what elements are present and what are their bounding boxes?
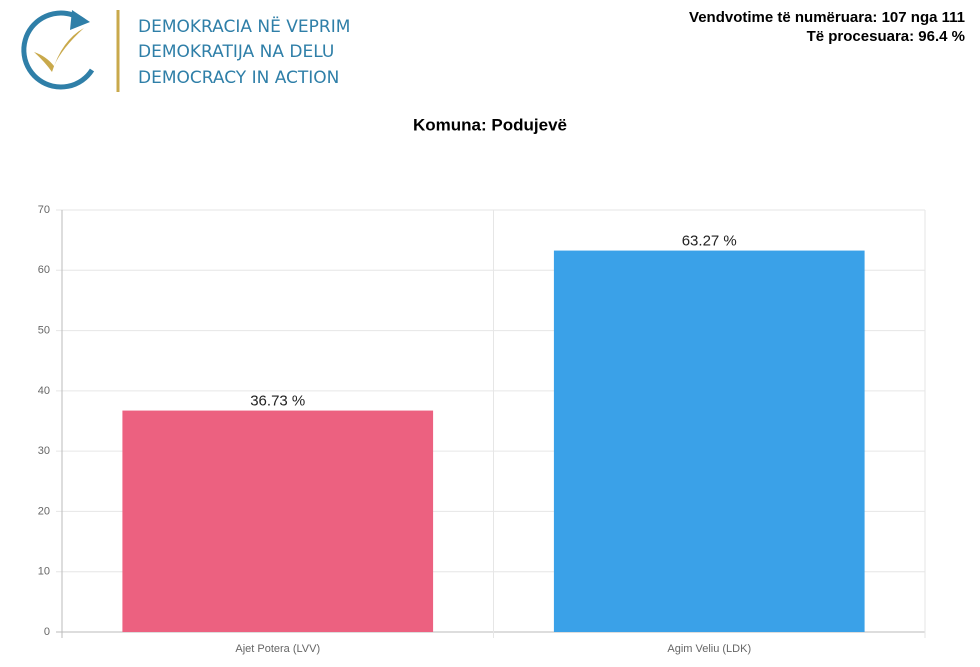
y-tick-label: 0 [44, 626, 50, 638]
value-label: 63.27 % [682, 233, 737, 250]
x-tick-label: Ajet Potera (LVV) [235, 643, 320, 655]
bar [553, 250, 865, 633]
logo-icon [21, 10, 95, 90]
stat-text: Të procesuara: 96.4 % [807, 28, 965, 45]
stat-text: Vendvotime të numëruara: 107 nga 111 [689, 9, 965, 26]
y-tick-label: 50 [38, 324, 50, 336]
y-tick-label: 40 [38, 385, 50, 397]
y-tick-label: 30 [38, 445, 50, 457]
logo-text: DEMOKRACIA NË VEPRIM [138, 16, 350, 37]
x-tick-label: Agim Veliu (LDK) [667, 643, 751, 655]
logo-text: DEMOCRACY IN ACTION [138, 68, 339, 88]
y-tick-label: 60 [38, 264, 50, 276]
logo-text: DEMOKRATIJA NA DELU [138, 42, 334, 62]
y-tick-label: 70 [38, 204, 50, 216]
value-label: 36.73 % [250, 393, 305, 410]
y-tick-label: 10 [38, 566, 50, 578]
y-tick-label: 20 [38, 505, 50, 517]
chart-title: Komuna: Podujevë [413, 115, 567, 134]
bar [122, 410, 434, 632]
